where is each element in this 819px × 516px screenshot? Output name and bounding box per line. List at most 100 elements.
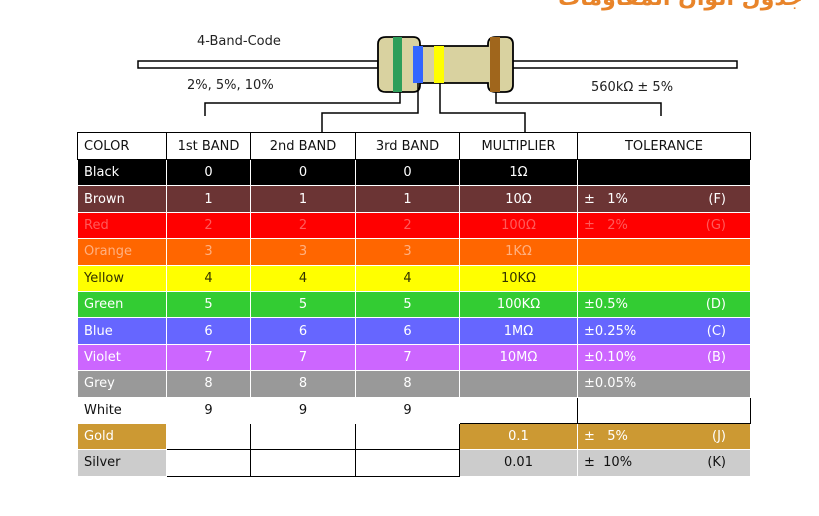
leader-band3 (439, 83, 526, 132)
band-3-digit-cell: 9 (355, 396, 460, 424)
tolerance-examples-label: 2%, 5%, 10% (187, 78, 274, 93)
band-2-digit-cell (250, 422, 356, 451)
color-name-cell: Gold (77, 422, 167, 451)
tolerance-code: (K) (707, 455, 726, 471)
tolerance-value: ±0.05% (584, 376, 637, 392)
tolerance-cell: ± 10% (K) (577, 449, 751, 477)
color-name-cell: Violet (77, 343, 167, 372)
color-name-cell: White (77, 396, 167, 424)
leader-tolerance (204, 92, 401, 116)
page-title: جدول الوان المقاومات (558, 0, 803, 11)
multiplier-cell: 1MΩ (459, 317, 578, 345)
band-3 (434, 46, 444, 83)
band-2-digit-cell: 2 (250, 211, 356, 240)
resistor-diagram (137, 36, 738, 132)
multiplier-cell: 1Ω (459, 158, 578, 187)
multiplier-cell: 100KΩ (459, 290, 578, 319)
color-name-cell: Black (77, 158, 167, 187)
tolerance-code: (G) (705, 217, 726, 233)
table-row: Grey 8 8 8 ±0.05% (77, 370, 751, 398)
band-3-digit-cell: 1 (355, 185, 460, 213)
band-2-digit-cell: 9 (250, 396, 356, 424)
multiplier-cell: 10KΩ (459, 264, 578, 292)
tolerance-value: ±0.10% (584, 349, 637, 365)
resistor-body (377, 36, 514, 93)
band-3-digit-cell: 3 (355, 238, 460, 266)
band-1-digit-cell: 5 (166, 290, 251, 319)
tolerance-cell (577, 264, 751, 292)
tolerance-cell (577, 238, 751, 266)
table-row: Gold 0.1 ± 5% (J) (77, 422, 751, 451)
band-1-digit-cell: 4 (166, 264, 251, 292)
color-name-cell: Green (77, 290, 167, 319)
color-name-cell: Orange (77, 238, 167, 266)
band-3-digit-cell: 5 (355, 290, 460, 319)
table-header-row: COLOR 1st BAND 2nd BAND 3rd BAND MULTIPL… (77, 132, 751, 160)
header-color: COLOR (77, 132, 167, 160)
color-name-cell: Yellow (77, 264, 167, 292)
table-row: Violet 7 7 7 10MΩ ±0.10% (B) (77, 343, 751, 372)
band-3-digit-cell: 4 (355, 264, 460, 292)
tolerance-cell: ±0.5% (D) (577, 290, 751, 319)
band-2-digit-cell: 0 (250, 158, 356, 187)
band-3-digit-cell (355, 422, 460, 451)
tolerance-code: (D) (705, 297, 726, 313)
example-value-label: 560kΩ ± 5% (591, 80, 674, 95)
band-1-digit-cell: 2 (166, 211, 251, 240)
tolerance-cell: ±0.05% (577, 370, 751, 398)
band-code-label: 4-Band-Code (197, 34, 281, 49)
table-row: Yellow 4 4 4 10KΩ (77, 264, 751, 292)
band-1-digit-cell: 0 (166, 158, 251, 187)
header-1st-band: 1st BAND (166, 132, 251, 160)
tolerance-cell: ± 1% (F) (577, 185, 751, 213)
tolerance-code: (F) (708, 191, 726, 207)
band-3-digit-cell (355, 449, 460, 477)
band-2-digit-cell: 8 (250, 370, 356, 398)
band-1-digit-cell: 7 (166, 343, 251, 372)
table-row: Brown 1 1 1 10Ω ± 1% (F) (77, 185, 751, 213)
band-3-digit-cell: 0 (355, 158, 460, 187)
multiplier-cell: 0.1 (459, 422, 578, 451)
band-3-digit-cell: 8 (355, 370, 460, 398)
right-lead (504, 60, 738, 69)
band-4 (490, 37, 500, 92)
band-3-digit-cell: 2 (355, 211, 460, 240)
leader-band2 (321, 83, 419, 132)
multiplier-cell: 0.01 (459, 449, 578, 477)
tolerance-value: ± 5% (584, 429, 628, 445)
band-1-digit-cell: 1 (166, 185, 251, 213)
band-1-digit-cell: 9 (166, 396, 251, 424)
color-code-table: COLOR 1st BAND 2nd BAND 3rd BAND MULTIPL… (77, 132, 751, 477)
tolerance-value: ± 10% (584, 455, 633, 471)
header-3rd-band: 3rd BAND (355, 132, 460, 160)
tolerance-code: (B) (706, 349, 726, 365)
tolerance-value: ± 2% (584, 217, 628, 233)
tolerance-cell (577, 158, 751, 187)
band-3-digit-cell: 7 (355, 343, 460, 372)
tolerance-value: ± 1% (584, 191, 628, 207)
color-name-cell: Silver (77, 449, 167, 477)
tolerance-code: (J) (712, 429, 726, 445)
multiplier-cell (459, 396, 578, 424)
table-row: Orange 3 3 3 1KΩ (77, 238, 751, 266)
color-name-cell: Grey (77, 370, 167, 398)
header-tolerance: TOLERANCE (577, 132, 751, 160)
band-2 (413, 46, 423, 83)
band-2-digit-cell: 6 (250, 317, 356, 345)
table-row: Silver 0.01 ± 10% (K) (77, 449, 751, 477)
band-2-digit-cell: 7 (250, 343, 356, 372)
tolerance-cell: ± 2% (G) (577, 211, 751, 240)
tolerance-code: (C) (706, 323, 726, 339)
band-2-digit-cell: 4 (250, 264, 356, 292)
leader-multiplier (495, 92, 662, 116)
tolerance-cell: ±0.10% (B) (577, 343, 751, 372)
band-1-digit-cell: 6 (166, 317, 251, 345)
multiplier-cell (459, 370, 578, 398)
tolerance-value: ±0.5% (584, 297, 628, 313)
table-row: Red 2 2 2 100Ω ± 2% (G) (77, 211, 751, 240)
table-row: White 9 9 9 (77, 396, 751, 424)
band-1-digit-cell: 3 (166, 238, 251, 266)
band-1-digit-cell (166, 422, 251, 451)
tolerance-cell: ±0.25% (C) (577, 317, 751, 345)
table-row: Black 0 0 0 1Ω (77, 158, 751, 187)
